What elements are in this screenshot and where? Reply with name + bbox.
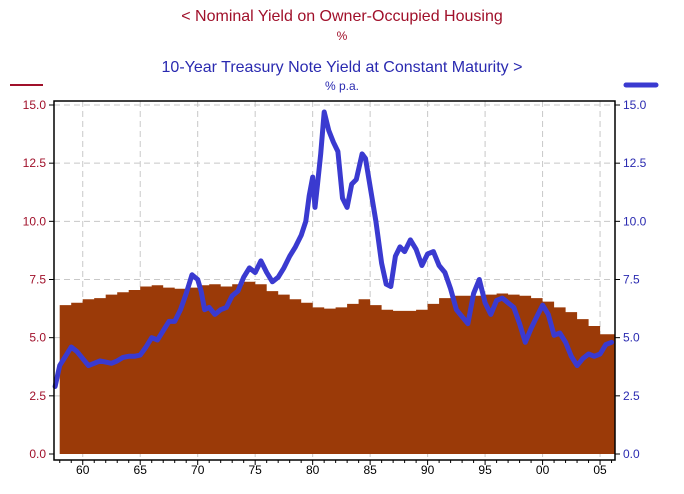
x-tick-label: 75 bbox=[248, 463, 262, 477]
y-tick-label-right: 5.0 bbox=[623, 331, 640, 345]
y-tick-label-right: 7.5 bbox=[623, 273, 640, 287]
y-tick-label-left: 2.5 bbox=[29, 389, 46, 403]
x-tick-label: 70 bbox=[191, 463, 205, 477]
x-tick-label: 80 bbox=[306, 463, 320, 477]
chart-title-housing: < Nominal Yield on Owner-Occupied Housin… bbox=[181, 8, 503, 25]
y-tick-label-left: 10.0 bbox=[23, 214, 47, 228]
housing-unit-label: % bbox=[336, 29, 348, 43]
x-tick-label: 85 bbox=[363, 463, 377, 477]
treasury-yield-line bbox=[52, 109, 615, 389]
y-tick-label-left: 15.0 bbox=[23, 98, 47, 112]
y-tick-label-right: 15.0 bbox=[623, 98, 647, 112]
y-tick-label-right: 2.5 bbox=[623, 389, 640, 403]
x-tick-label: 60 bbox=[76, 463, 90, 477]
x-tick-label: 05 bbox=[593, 463, 607, 477]
y-tick-label-right: 10.0 bbox=[623, 214, 647, 228]
y-tick-label-left: 0.0 bbox=[29, 447, 46, 461]
plot-frame bbox=[53, 100, 616, 461]
axes: 0.0 0.0 2.5 2.5 5.0 5.0 7.5 7.5 10.0 10.0 12.5 12.5… bbox=[23, 98, 647, 477]
x-tick-label: 00 bbox=[536, 463, 550, 477]
x-tick-label: 90 bbox=[421, 463, 435, 477]
housing-yield-area bbox=[59, 281, 615, 454]
chart-title-treasury: 10-Year Treasury Note Yield at Constant … bbox=[161, 59, 523, 76]
y-tick-label-left: 7.5 bbox=[29, 273, 46, 287]
y-tick-label-right: 0.0 bbox=[623, 447, 640, 461]
treasury-unit-label: % p.a. bbox=[324, 79, 360, 93]
x-tick-label: 95 bbox=[478, 463, 492, 477]
x-tick-label: 65 bbox=[134, 463, 148, 477]
y-tick-label-left: 12.5 bbox=[23, 156, 47, 170]
y-tick-label-right: 12.5 bbox=[623, 156, 647, 170]
y-tick-label-left: 5.0 bbox=[29, 331, 46, 345]
